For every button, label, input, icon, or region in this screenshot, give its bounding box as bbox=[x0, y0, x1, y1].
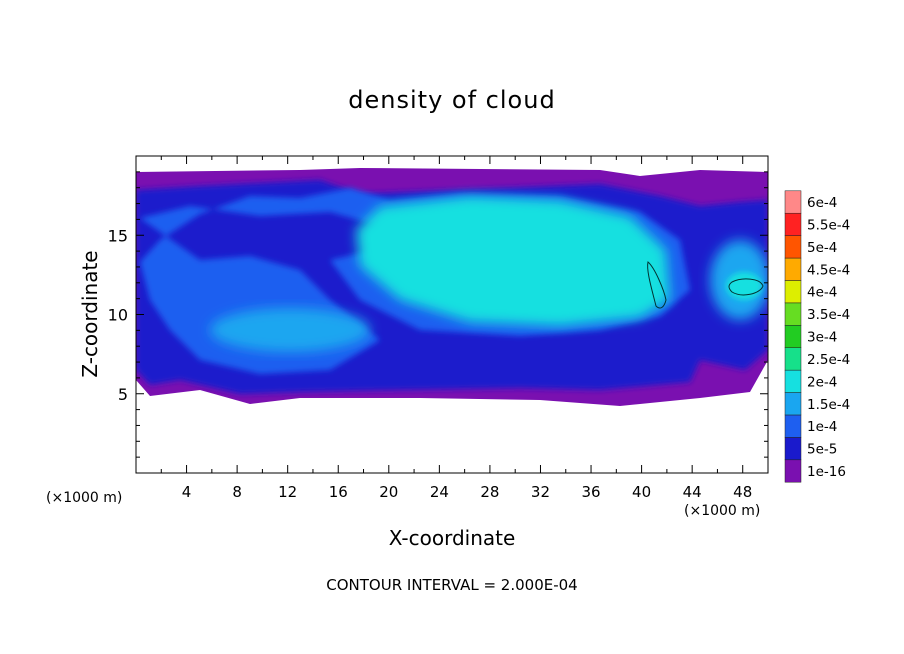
colorbar-swatch bbox=[784, 459, 802, 483]
x-axis: 4 8 12 16 20 24 28 32 36 40 44 48 bbox=[160, 156, 752, 501]
colorbar-label: 5e-4 bbox=[807, 240, 837, 256]
cloud-region-level-3a bbox=[210, 308, 370, 352]
colorbar-label: 5.5e-4 bbox=[807, 217, 850, 233]
colorbar: 1e-16 5e-5 1e-4 1.5e-4 2e-4 2.5e-4 3e-4 3.5e-4 4… bbox=[784, 190, 850, 483]
x-tick-label: 32 bbox=[531, 483, 550, 501]
x-tick-label: 4 bbox=[182, 483, 192, 501]
colorbar-label: 4e-4 bbox=[807, 285, 837, 301]
colorbar-label: 3e-4 bbox=[807, 330, 837, 346]
x-tick-label: 20 bbox=[379, 483, 398, 501]
y-tick-label: 10 bbox=[108, 306, 128, 325]
colorbar-label: 6e-4 bbox=[807, 195, 837, 211]
colorbar-label: 2e-4 bbox=[807, 374, 837, 390]
colorbar-swatch bbox=[784, 235, 802, 259]
colorbar-swatch bbox=[784, 280, 802, 304]
colorbar-swatch bbox=[784, 302, 802, 326]
x-unit-left: (×1000 m) bbox=[46, 490, 123, 506]
colorbar-label: 1e-16 bbox=[807, 464, 846, 480]
colorbar-label: 1e-4 bbox=[807, 419, 837, 435]
contour-line-b bbox=[728, 278, 764, 296]
colorbar-swatch bbox=[784, 369, 802, 393]
colorbar-swatch bbox=[784, 325, 802, 348]
x-tick-label: 48 bbox=[733, 483, 752, 501]
colorbar-swatch bbox=[784, 347, 802, 371]
x-tick-label: 16 bbox=[329, 483, 348, 501]
colorbar-swatch bbox=[784, 414, 802, 438]
colorbar-label: 2.5e-4 bbox=[807, 352, 850, 368]
colorbar-swatch bbox=[784, 392, 802, 416]
colorbar-label: 4.5e-4 bbox=[807, 262, 850, 278]
x-tick-label: 40 bbox=[632, 483, 651, 501]
chart-title: density of cloud bbox=[348, 86, 556, 114]
x-tick-label: 44 bbox=[683, 483, 702, 501]
colorbar-swatch bbox=[784, 190, 802, 214]
y-tick-label: 5 bbox=[118, 385, 128, 404]
x-unit-right: (×1000 m) bbox=[684, 503, 761, 519]
x-axis-label: X-coordinate bbox=[388, 526, 516, 550]
colorbar-label: 3.5e-4 bbox=[807, 307, 850, 323]
colorbar-swatch bbox=[784, 257, 802, 281]
colorbar-swatch bbox=[784, 212, 802, 236]
x-tick-label: 12 bbox=[278, 483, 297, 501]
x-tick-label: 36 bbox=[581, 483, 600, 501]
cloud-field bbox=[136, 168, 768, 406]
y-axis: 5 10 15 bbox=[108, 171, 768, 458]
colorbar-label: 5e-5 bbox=[807, 442, 837, 458]
x-tick-label: 8 bbox=[232, 483, 242, 501]
x-tick-label: 24 bbox=[430, 483, 449, 501]
colorbar-label: 1.5e-4 bbox=[807, 397, 850, 413]
colorbar-swatch bbox=[784, 437, 802, 461]
contour-interval-note: CONTOUR INTERVAL = 2.000E-04 bbox=[326, 576, 578, 594]
contour-line-a bbox=[647, 261, 667, 309]
cloud-region-level-4b bbox=[726, 272, 762, 300]
y-tick-label: 15 bbox=[108, 226, 128, 245]
x-tick-label: 28 bbox=[480, 483, 499, 501]
cloud-region-level-4 bbox=[356, 196, 670, 326]
